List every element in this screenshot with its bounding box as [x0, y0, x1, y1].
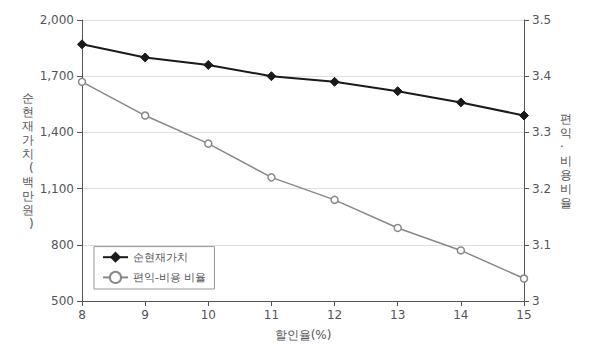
svg-text:율: 율	[560, 196, 572, 210]
svg-text:11: 11	[264, 308, 279, 322]
svg-text:3.3: 3.3	[532, 125, 551, 139]
svg-text:9: 9	[141, 308, 149, 322]
svg-text:익: 익	[560, 126, 572, 140]
svg-text:할인율(%): 할인율(%)	[275, 328, 332, 342]
svg-text:현: 현	[22, 105, 34, 119]
svg-text:·: ·	[560, 140, 564, 154]
svg-text:3.1: 3.1	[532, 238, 551, 252]
svg-text:500: 500	[51, 294, 74, 308]
svg-text:원: 원	[22, 203, 34, 217]
svg-text:재: 재	[22, 119, 34, 133]
svg-text:1,400: 1,400	[40, 125, 74, 139]
svg-text:백: 백	[22, 175, 34, 189]
svg-text:편: 편	[560, 112, 572, 126]
svg-text:용: 용	[560, 168, 572, 182]
svg-text:3.5: 3.5	[532, 13, 551, 27]
svg-text:2,000: 2,000	[40, 13, 74, 27]
svg-text:만: 만	[22, 189, 34, 203]
svg-text:비: 비	[560, 154, 572, 168]
svg-text:12: 12	[327, 308, 342, 322]
svg-text:3: 3	[532, 294, 540, 308]
svg-text:1,100: 1,100	[40, 182, 74, 196]
svg-text:3.2: 3.2	[532, 182, 551, 196]
svg-text:14: 14	[453, 308, 468, 322]
svg-text:800: 800	[51, 238, 74, 252]
svg-text:1,700: 1,700	[40, 69, 74, 83]
svg-text:편익-비용 비율: 편익-비용 비율	[133, 271, 206, 284]
svg-text:순현재가치: 순현재가치	[133, 251, 188, 264]
svg-text:10: 10	[201, 308, 216, 322]
svg-text:15: 15	[516, 308, 531, 322]
svg-text:비: 비	[560, 182, 572, 196]
svg-text:순: 순	[22, 91, 34, 105]
svg-text:가: 가	[22, 133, 34, 147]
svg-text:(: (	[29, 161, 34, 175]
svg-text:8: 8	[78, 308, 86, 322]
svg-text:3.4: 3.4	[532, 69, 551, 83]
svg-text:): )	[29, 217, 34, 231]
svg-text:13: 13	[390, 308, 405, 322]
svg-text:치: 치	[22, 147, 34, 161]
